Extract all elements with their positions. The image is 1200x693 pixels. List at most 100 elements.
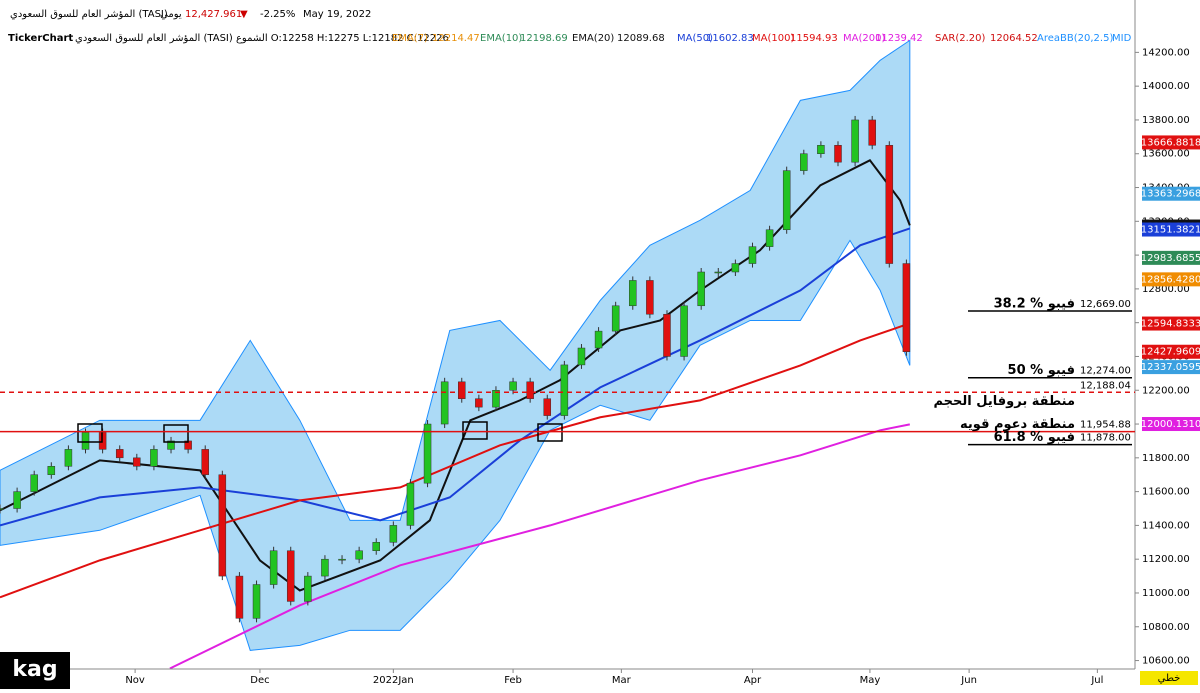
candle — [458, 381, 466, 399]
plot-area — [0, 39, 911, 669]
indicator-line — [0, 159, 911, 592]
annotation-text: 50 % فيبو — [1008, 363, 1075, 378]
candle — [663, 313, 671, 357]
candle — [526, 381, 534, 399]
x-tick-label: Feb — [504, 675, 522, 686]
annotation-value: 12,188.04 — [1080, 380, 1131, 391]
candle — [577, 347, 586, 366]
annotation-text: منطقة بروفايل الحجم — [933, 394, 1075, 409]
y-tick-label: 10800.00 — [1142, 622, 1190, 633]
candle — [64, 449, 73, 467]
indicator-line — [169, 423, 911, 669]
legend-label: AreaBB(20,2.5) — [1037, 33, 1113, 44]
candle — [475, 398, 483, 408]
bollinger-band — [0, 39, 911, 651]
candle — [782, 170, 791, 231]
candle — [252, 584, 261, 619]
annotation-text: منطقة دعوم قويه — [960, 417, 1075, 432]
user-badge — [0, 652, 70, 689]
candle — [492, 390, 500, 408]
candle — [680, 305, 688, 357]
legend-value: 12214.47 — [432, 33, 480, 44]
y-tick-label: 14200.00 — [1142, 47, 1190, 58]
box — [537, 423, 563, 442]
price-tag — [1142, 316, 1200, 331]
candle — [611, 305, 620, 332]
legend-value: 11602.83 — [706, 33, 754, 44]
annotation-value: 11,954.88 — [1080, 420, 1131, 431]
candle — [851, 119, 859, 163]
user: kag — [12, 657, 57, 682]
candle — [338, 558, 346, 561]
candle — [235, 575, 244, 619]
x-tick-label: Apr — [744, 675, 762, 686]
candle — [81, 432, 90, 450]
price-tag — [1142, 222, 1200, 237]
price-tag — [1142, 186, 1200, 201]
annotation-value: 12,274.00 — [1080, 366, 1131, 377]
x-tick-label: 2022Jan — [373, 675, 414, 686]
arrow: ▼ — [240, 9, 248, 20]
candle — [543, 398, 552, 416]
box — [163, 424, 189, 443]
candle — [133, 457, 141, 467]
price-tag-label: 12856.4280 — [1141, 274, 1200, 285]
brand: TickerChart — [8, 33, 73, 44]
annotation-text: 61.8 % فيبو — [994, 430, 1075, 445]
candle — [748, 246, 757, 264]
price: 12,427.961 — [185, 9, 242, 20]
candle — [834, 145, 842, 163]
y-tick-label: 14000.00 — [1142, 81, 1190, 92]
candle — [47, 466, 56, 475]
x-tick-label: Jun — [960, 675, 977, 686]
annotation-value: 12,669.00 — [1080, 299, 1131, 310]
candle — [150, 449, 158, 467]
candle — [355, 550, 363, 560]
legend-value: MID — [1112, 33, 1132, 44]
price-tag — [1142, 272, 1200, 287]
box — [77, 423, 103, 443]
box — [462, 421, 488, 440]
y-tick-label: 11000.00 — [1142, 588, 1190, 599]
candle — [765, 229, 774, 247]
annotation-text: 38.2 % فيبو — [994, 297, 1075, 312]
legend-value: 12064.52 — [990, 33, 1038, 44]
price-tag-label: 13666.8818 — [1141, 137, 1200, 148]
mode[interactable]: خطي — [1158, 673, 1181, 684]
legend-label: MA(50) — [677, 33, 713, 44]
price-tag-label: 12427.9609 — [1141, 347, 1200, 358]
y-tick-label: 11400.00 — [1142, 520, 1190, 531]
legend-value: 12089.68 — [617, 33, 665, 44]
candle — [629, 280, 637, 307]
candle — [218, 474, 227, 577]
indicator-line — [0, 227, 911, 527]
mode-badge[interactable] — [1140, 671, 1198, 685]
y-tick-label: 11800.00 — [1142, 453, 1190, 464]
candle — [697, 271, 705, 307]
candle — [286, 550, 295, 602]
price-tag — [1142, 417, 1200, 432]
price-tag — [1142, 344, 1200, 359]
date: May 19, 2022 — [303, 9, 371, 20]
candle — [115, 449, 124, 459]
candle — [902, 263, 911, 352]
period: يومي — [160, 9, 182, 20]
x-tick-label: May — [860, 675, 881, 686]
ohlc: المؤشر العام للسوق السعودي (TASI) الشموع… — [75, 33, 449, 44]
legend-value: 12198.69 — [520, 33, 568, 44]
candle — [714, 271, 723, 274]
annotation-value: 11,878.00 — [1080, 433, 1131, 444]
legend-label: EMA(10) — [480, 33, 522, 44]
y-tick-label: 13800.00 — [1142, 115, 1190, 126]
legend-label: MA(200) — [843, 33, 885, 44]
candle — [269, 550, 278, 585]
candle — [423, 423, 432, 484]
candle — [817, 145, 825, 154]
candle — [406, 482, 415, 526]
indicator-line — [0, 322, 911, 599]
y-tick-label: 10600.00 — [1142, 656, 1190, 667]
price-tag-label: 12983.6855 — [1141, 253, 1200, 264]
legend-value: 11594.93 — [790, 33, 838, 44]
candle — [321, 558, 329, 577]
